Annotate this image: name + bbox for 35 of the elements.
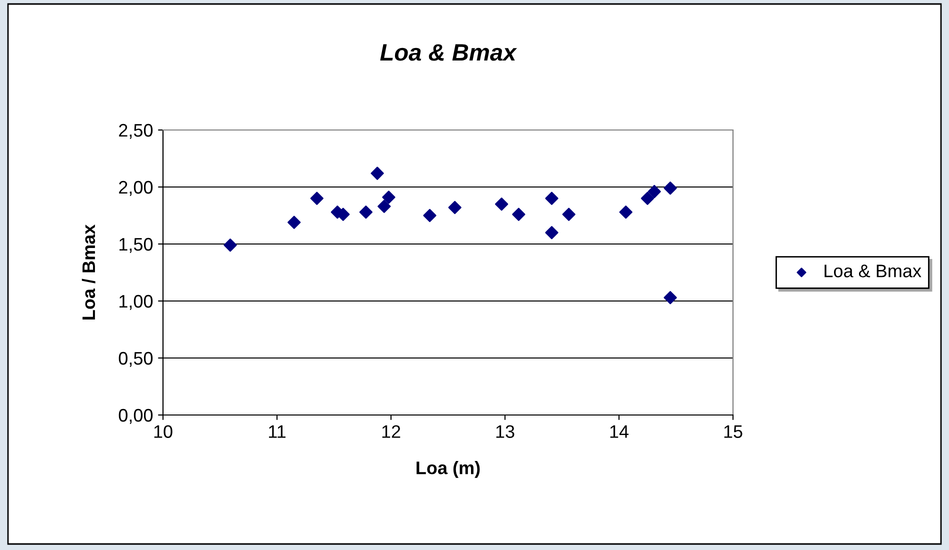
y-tick-label: 2,00 [119, 180, 153, 196]
point [545, 192, 558, 205]
point [310, 192, 324, 205]
point [664, 290, 677, 304]
point [448, 200, 462, 214]
point [382, 190, 396, 204]
chart-title: Loa & Bmax [380, 44, 518, 61]
x-tick-label: 14 [610, 425, 629, 438]
y-tick-label: 1,50 [120, 238, 153, 253]
point [224, 238, 237, 252]
x-tick-label: 10 [154, 425, 172, 438]
point [423, 208, 436, 222]
y-tick-label: 1,00 [120, 294, 153, 310]
y-tick-label: 0,50 [118, 352, 153, 367]
point [619, 205, 632, 219]
point [512, 208, 526, 221]
y-tick-label: 0,00 [118, 408, 153, 424]
y-tick-label: 2,50 [119, 124, 153, 139]
x-tick-label: 13 [496, 425, 514, 438]
x-tick-label: 11 [269, 425, 286, 438]
point [288, 216, 301, 229]
point [370, 166, 384, 180]
point [545, 226, 558, 240]
point [562, 208, 576, 221]
point [359, 205, 373, 219]
x-tick-label: 15 [724, 425, 742, 438]
y-axis-title: Loa / Bmax [82, 224, 96, 320]
point [648, 184, 661, 198]
point [640, 192, 654, 205]
point [494, 198, 508, 211]
x-tick-label: 12 [382, 425, 400, 438]
x-axis-title: Loa (m) [416, 461, 480, 478]
point [378, 200, 391, 213]
point [664, 182, 677, 195]
legend-label: Loa & Bmax [824, 264, 922, 278]
